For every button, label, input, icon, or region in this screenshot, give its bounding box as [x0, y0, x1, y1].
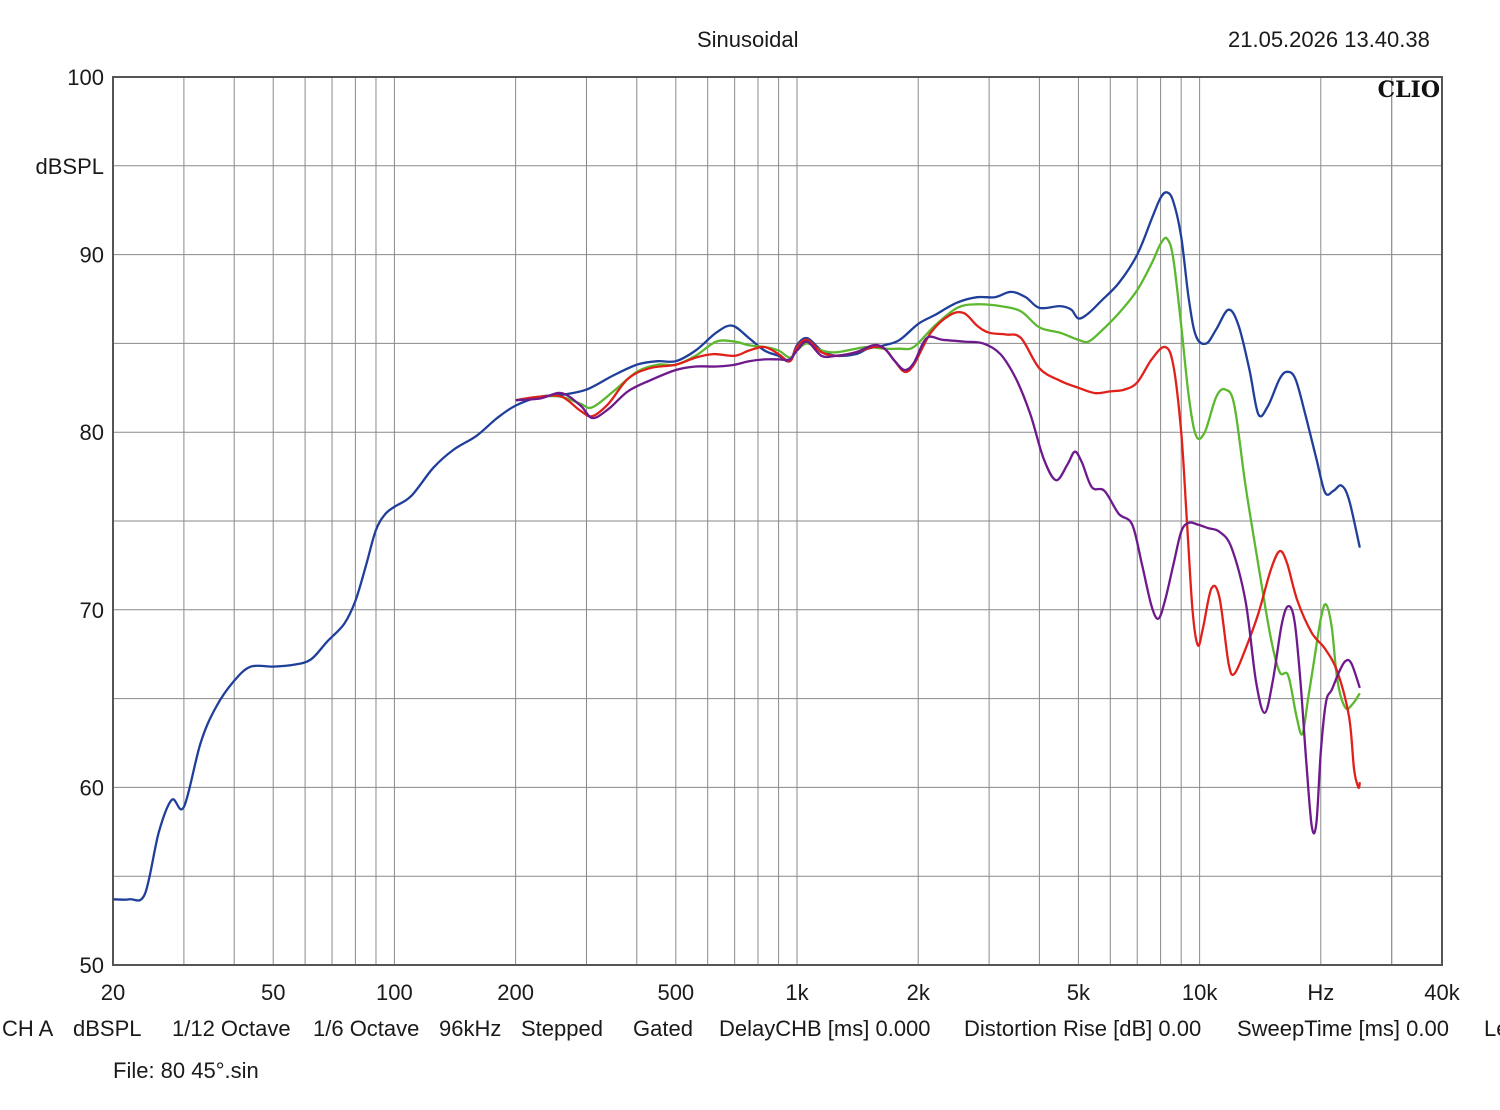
- status-sweep-mode: Stepped: [521, 1016, 603, 1041]
- status-distortion-rise: Distortion Rise [dB] 0.00: [964, 1016, 1202, 1041]
- series-line-purple: [515, 335, 1361, 835]
- y-tick-label: 80: [80, 420, 104, 445]
- x-tick-label: 100: [376, 980, 413, 1005]
- status-resolution: 1/12 Octave: [172, 1016, 291, 1041]
- series-layer: [112, 191, 1361, 902]
- status-smoothing: 1/6 Octave: [313, 1016, 420, 1041]
- status-channel: CH A: [2, 1016, 54, 1041]
- x-tick-label: 20: [101, 980, 125, 1005]
- plot-frame: [112, 76, 1443, 966]
- status-sample-rate: 96kHz: [439, 1016, 502, 1041]
- x-tick-label: 50: [261, 980, 285, 1005]
- status-bar: CH A dBSPL 1/12 Octave 1/6 Octave 96kHz …: [0, 1016, 1500, 1050]
- tick-labels: 20 50 100 200 500 1k 2k 5k 10k Hz 40k100dBSPL90807…: [36, 65, 1461, 1005]
- y-tick-label: 90: [80, 243, 104, 268]
- chart-title: Sinusoidal: [697, 27, 799, 52]
- x-tick-label: 5k: [1067, 980, 1091, 1005]
- series-line-red: [515, 310, 1361, 789]
- clio-logo: CLIO: [1378, 77, 1440, 103]
- y-tick-label: 70: [80, 598, 104, 623]
- file-label: File: 80 45°.sin: [113, 1058, 259, 1083]
- frequency-response-chart: 20 50 100 200 500 1k 2k 5k 10k Hz 40k100dBSPL90807…: [36, 65, 1461, 1005]
- x-tick-label: 200: [497, 980, 534, 1005]
- y-tick-label: dBSPL: [36, 154, 105, 179]
- x-tick-label: Hz: [1307, 980, 1334, 1005]
- grid: [113, 77, 1442, 965]
- x-tick-label: 500: [657, 980, 694, 1005]
- x-tick-label: 40k: [1424, 980, 1460, 1005]
- status-window: Gated: [633, 1016, 693, 1041]
- status-delay: DelayCHB [ms] 0.000: [719, 1016, 931, 1041]
- status-unit: dBSPL: [73, 1016, 142, 1041]
- x-tick-label: 2k: [907, 980, 931, 1005]
- y-tick-label: 60: [80, 775, 104, 800]
- timestamp: 21.05.2026 13.40.38: [1228, 27, 1430, 52]
- y-tick-label: 50: [80, 953, 104, 978]
- status-sweep-time: SweepTime [ms] 0.00: [1237, 1016, 1449, 1041]
- status-truncated: Le: [1484, 1016, 1500, 1041]
- x-tick-label: 10k: [1182, 980, 1218, 1005]
- x-tick-label: 1k: [785, 980, 809, 1005]
- y-tick-label: 100: [67, 65, 104, 90]
- series-line-green: [515, 236, 1361, 736]
